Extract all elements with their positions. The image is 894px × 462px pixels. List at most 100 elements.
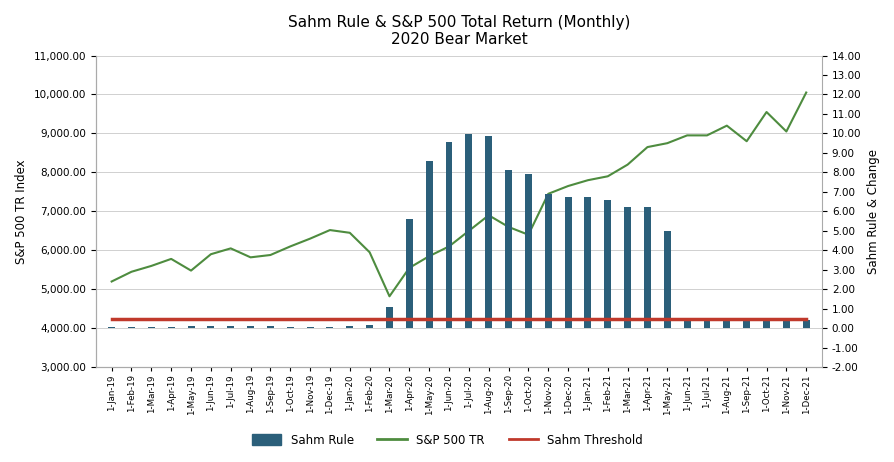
Bar (683, 320, 690, 328)
S&P 500 TR (165, 256, 176, 261)
Sahm Threshold (582, 316, 593, 321)
Bar (763, 321, 769, 328)
S&P 500 TR (721, 123, 731, 128)
Bar (564, 197, 571, 328)
S&P 500 TR (662, 140, 672, 146)
Bar (148, 327, 155, 328)
Bar (445, 142, 452, 328)
S&P 500 TR (621, 162, 632, 167)
S&P 500 TR (126, 269, 137, 274)
Sahm Threshold (621, 316, 632, 321)
Sahm Threshold (681, 316, 692, 321)
Bar (623, 207, 630, 328)
S&P 500 TR (681, 133, 692, 138)
Bar (108, 327, 115, 328)
Bar (188, 326, 194, 328)
Bar (465, 134, 472, 328)
Sahm Threshold (106, 316, 117, 321)
S&P 500 TR (463, 228, 474, 234)
Bar (326, 327, 333, 328)
Sahm Threshold (245, 316, 256, 321)
Sahm Threshold (165, 316, 176, 321)
S&P 500 TR (245, 255, 256, 260)
Sahm Threshold (304, 316, 315, 321)
Bar (346, 326, 353, 328)
Bar (782, 321, 789, 328)
Bar (247, 326, 254, 328)
Sahm Threshold (265, 316, 275, 321)
Sahm Threshold (463, 316, 474, 321)
S&P 500 TR (146, 263, 156, 269)
Bar (504, 170, 511, 328)
Legend: Sahm Rule, S&P 500 TR, Sahm Threshold: Sahm Rule, S&P 500 TR, Sahm Threshold (247, 429, 647, 451)
S&P 500 TR (304, 236, 315, 242)
Sahm Threshold (344, 316, 355, 321)
Sahm Threshold (443, 316, 454, 321)
Sahm Threshold (225, 316, 236, 321)
Sahm Threshold (325, 316, 335, 321)
Line: S&P 500 TR: S&P 500 TR (112, 92, 805, 296)
Bar (426, 161, 432, 328)
Bar (742, 321, 749, 328)
S&P 500 TR (740, 139, 751, 144)
Sahm Threshold (384, 316, 394, 321)
Bar (366, 325, 373, 328)
Bar (385, 307, 392, 328)
S&P 500 TR (483, 213, 493, 218)
Sahm Threshold (206, 316, 216, 321)
Sahm Threshold (502, 316, 513, 321)
S&P 500 TR (800, 90, 811, 95)
Sahm Threshold (146, 316, 156, 321)
S&P 500 TR (364, 249, 375, 255)
S&P 500 TR (602, 174, 612, 179)
S&P 500 TR (443, 243, 454, 249)
Sahm Threshold (364, 316, 375, 321)
S&P 500 TR (562, 183, 573, 189)
S&P 500 TR (325, 227, 335, 233)
Sahm Threshold (126, 316, 137, 321)
Sahm Threshold (284, 316, 295, 321)
S&P 500 TR (641, 144, 652, 150)
Bar (167, 327, 174, 328)
Bar (207, 326, 214, 328)
Sahm Threshold (403, 316, 414, 321)
Sahm Threshold (780, 316, 791, 321)
S&P 500 TR (185, 268, 196, 274)
Bar (603, 200, 611, 328)
Sahm Threshold (562, 316, 573, 321)
S&P 500 TR (403, 265, 414, 271)
Bar (227, 326, 234, 328)
S&P 500 TR (265, 252, 275, 258)
Sahm Threshold (483, 316, 493, 321)
Bar (644, 207, 650, 328)
Sahm Threshold (543, 316, 553, 321)
Bar (405, 219, 412, 328)
Bar (703, 320, 710, 328)
S&P 500 TR (780, 129, 791, 134)
S&P 500 TR (106, 279, 117, 284)
S&P 500 TR (701, 133, 712, 138)
Bar (663, 231, 670, 328)
Bar (722, 320, 730, 328)
S&P 500 TR (522, 232, 533, 237)
Sahm Threshold (602, 316, 612, 321)
S&P 500 TR (206, 251, 216, 257)
Bar (584, 197, 591, 328)
S&P 500 TR (384, 293, 394, 299)
Y-axis label: S&P 500 TR Index: S&P 500 TR Index (15, 159, 28, 264)
Sahm Threshold (185, 316, 196, 321)
Bar (266, 326, 274, 328)
Sahm Threshold (522, 316, 533, 321)
Title: Sahm Rule & S&P 500 Total Return (Monthly)
2020 Bear Market: Sahm Rule & S&P 500 Total Return (Monthl… (288, 15, 629, 48)
Sahm Threshold (740, 316, 751, 321)
Bar (286, 327, 293, 328)
Bar (485, 136, 492, 328)
S&P 500 TR (424, 253, 434, 259)
S&P 500 TR (344, 230, 355, 236)
Bar (307, 327, 313, 328)
Bar (802, 321, 809, 328)
Sahm Threshold (662, 316, 672, 321)
S&P 500 TR (502, 224, 513, 230)
S&P 500 TR (543, 191, 553, 197)
Bar (128, 327, 135, 328)
